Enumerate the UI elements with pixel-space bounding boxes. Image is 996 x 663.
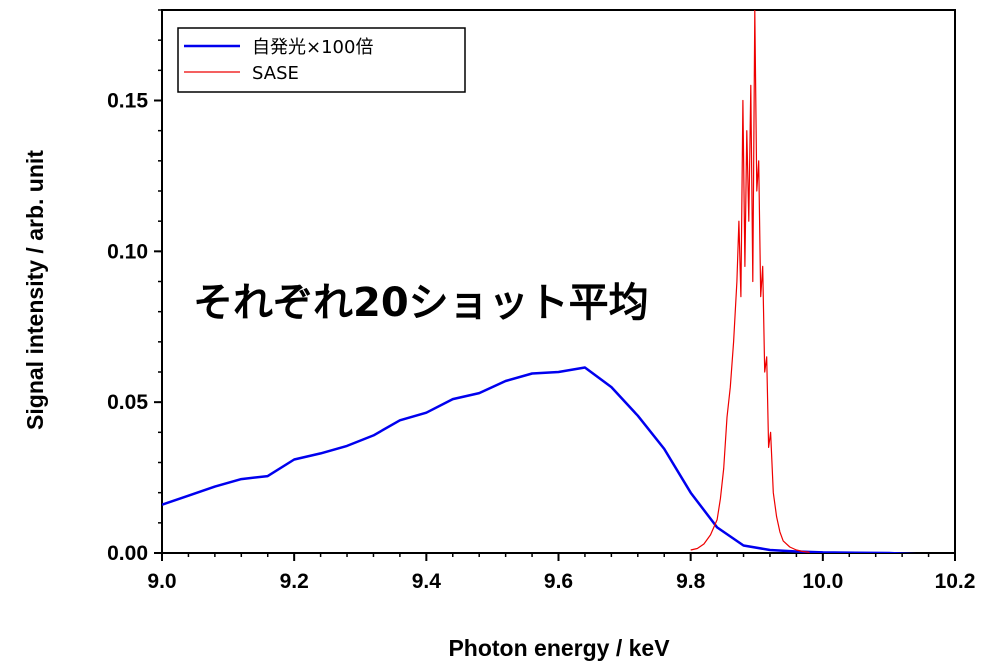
x-axis-label: Photon energy / keV — [448, 635, 670, 661]
y-tick-label: 0.00 — [107, 542, 148, 565]
x-tick-label: 9.8 — [676, 570, 706, 593]
y-tick-label: 0.10 — [107, 240, 148, 263]
x-tick-label: 9.0 — [147, 570, 176, 593]
x-tick-label: 9.6 — [544, 570, 573, 593]
x-tick-label: 9.4 — [412, 570, 442, 593]
x-tick-label: 9.2 — [280, 570, 309, 593]
y-axis-label: Signal intensity / arb. unit — [22, 150, 48, 430]
legend-label: SASE — [252, 63, 299, 84]
x-tick-label: 10.2 — [935, 570, 976, 593]
legend-label: 自発光×100倍 — [252, 37, 373, 58]
y-tick-label: 0.15 — [107, 90, 148, 113]
x-tick-label: 10.0 — [802, 570, 843, 593]
annotation-text: それぞれ20ショット平均 — [193, 280, 649, 326]
legend: 自発光×100倍 SASE — [178, 28, 465, 92]
y-tick-label: 0.05 — [107, 391, 148, 414]
